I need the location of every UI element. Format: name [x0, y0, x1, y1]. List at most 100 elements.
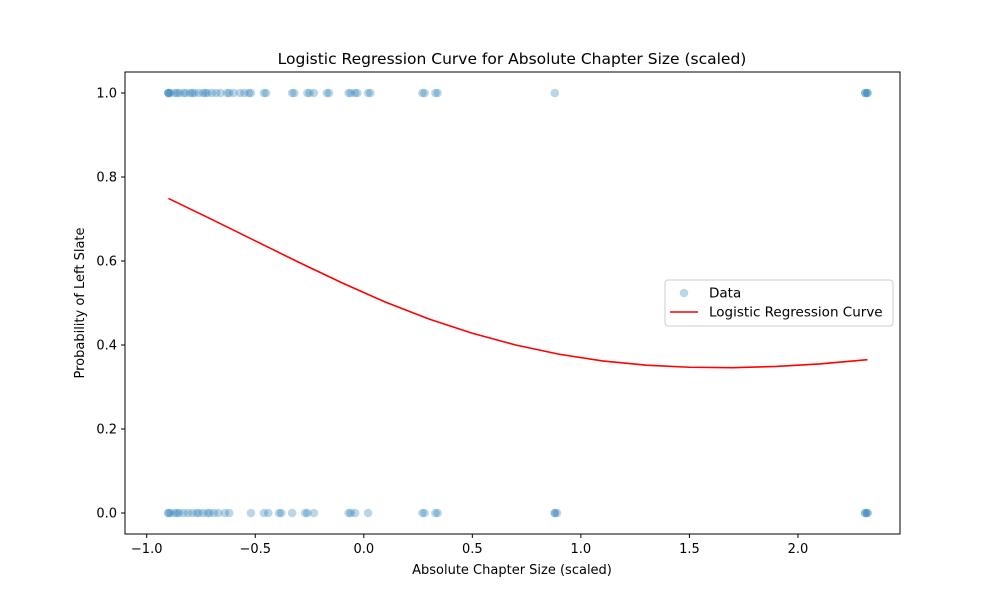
data-point: [287, 508, 297, 518]
data-point: [164, 508, 173, 518]
data-point: [211, 88, 221, 98]
data-point: [860, 508, 870, 518]
data-point: [246, 508, 256, 518]
data-point: [179, 88, 188, 98]
data-point: [309, 508, 319, 518]
data-point: [164, 508, 173, 518]
data-point: [277, 508, 286, 518]
data-point: [201, 88, 210, 98]
data-point: [420, 88, 429, 98]
data-point: [344, 88, 353, 98]
data-point: [220, 508, 230, 518]
y-tick-label: 0.4: [96, 339, 117, 354]
data-point: [185, 88, 195, 98]
data-point: [550, 508, 560, 518]
data-point: [181, 88, 191, 98]
data-point: [363, 508, 373, 518]
data-point: [183, 508, 193, 518]
data-point: [860, 88, 870, 98]
data-point: [179, 508, 188, 518]
x-axis-label: Absolute Chapter Size (scaled): [412, 563, 612, 578]
data-point: [235, 88, 245, 98]
data-point: [174, 508, 184, 518]
axes-frame: [124, 71, 901, 535]
data-point: [170, 88, 180, 98]
data-point: [263, 508, 273, 518]
data-point: [224, 508, 234, 518]
data-point: [164, 88, 173, 98]
y-tick-label: 0.2: [96, 423, 117, 438]
x-tick-label: −1.0: [131, 542, 163, 557]
data-point: [420, 508, 429, 518]
data-point: [172, 88, 182, 98]
data-point: [224, 88, 234, 98]
data-point: [863, 88, 872, 98]
y-tick-label: 0.0: [96, 507, 117, 522]
data-point: [164, 88, 173, 98]
data-point: [303, 508, 312, 518]
data-point: [172, 508, 182, 518]
data-point: [418, 508, 427, 518]
data-point: [305, 88, 314, 98]
data-point: [274, 508, 284, 518]
data-point: [187, 88, 197, 98]
data-point: [287, 88, 297, 98]
data-point: [550, 508, 560, 518]
y-axis-label: Probability of Left Slate: [73, 227, 88, 378]
data-point: [863, 508, 872, 518]
data-point: [860, 88, 870, 98]
data-point: [240, 88, 249, 98]
legend-data-marker: [679, 288, 689, 298]
data-point: [431, 88, 440, 98]
data-point: [164, 88, 173, 98]
legend-label-data: Data: [709, 286, 741, 302]
x-tick-label: 0.5: [462, 542, 483, 557]
data-point: [216, 88, 225, 98]
data-point: [418, 88, 427, 98]
data-point: [187, 508, 197, 518]
data-point: [290, 88, 299, 98]
data-point: [309, 88, 319, 98]
data-point: [550, 88, 560, 98]
plot-area: −1.0 −0.5 0.0 0.5 1.0 1.5 2.0 0.0 0.2 0.4 0.6 0.8 1.…: [96, 71, 901, 557]
x-tick-label: 1.5: [679, 542, 700, 557]
data-point: [214, 508, 223, 518]
x-tick-label: 0.0: [353, 542, 374, 557]
regression-curve: [168, 197, 868, 369]
data-point: [431, 508, 440, 518]
legend-label-curve: Logistic Regression Curve: [709, 305, 883, 321]
data-point: [192, 508, 201, 518]
data-point: [300, 508, 310, 518]
data-point: [174, 88, 184, 98]
data-point: [863, 508, 872, 518]
data-point: [259, 508, 269, 518]
data-point: [324, 88, 334, 98]
data-point: [198, 88, 208, 98]
data-point: [203, 88, 212, 98]
data-point: [433, 88, 442, 98]
x-tick-label: 2.0: [788, 542, 809, 557]
data-point: [209, 508, 219, 518]
data-point: [207, 88, 217, 98]
data-point: [363, 88, 373, 98]
data-point: [344, 508, 353, 518]
data-point: [194, 508, 204, 518]
data-point: [198, 508, 208, 518]
data-point: [322, 88, 332, 98]
data-point: [863, 88, 872, 98]
y-tick-label: 0.6: [96, 255, 117, 270]
data-point: [303, 88, 312, 98]
x-tick-label: −0.5: [239, 542, 271, 557]
y-tick-label: 1.0: [96, 87, 117, 102]
data-point: [194, 88, 204, 98]
chart-title: Logistic Regression Curve for Absolute C…: [278, 50, 747, 68]
legend: Data Logistic Regression Curve: [664, 279, 894, 327]
x-tick-label: 1.0: [571, 542, 592, 557]
data-point: [552, 508, 562, 518]
data-point: [244, 88, 254, 98]
data-point: [352, 88, 362, 98]
data-point: [346, 508, 356, 518]
data-point: [170, 508, 180, 518]
data-point: [366, 88, 375, 98]
